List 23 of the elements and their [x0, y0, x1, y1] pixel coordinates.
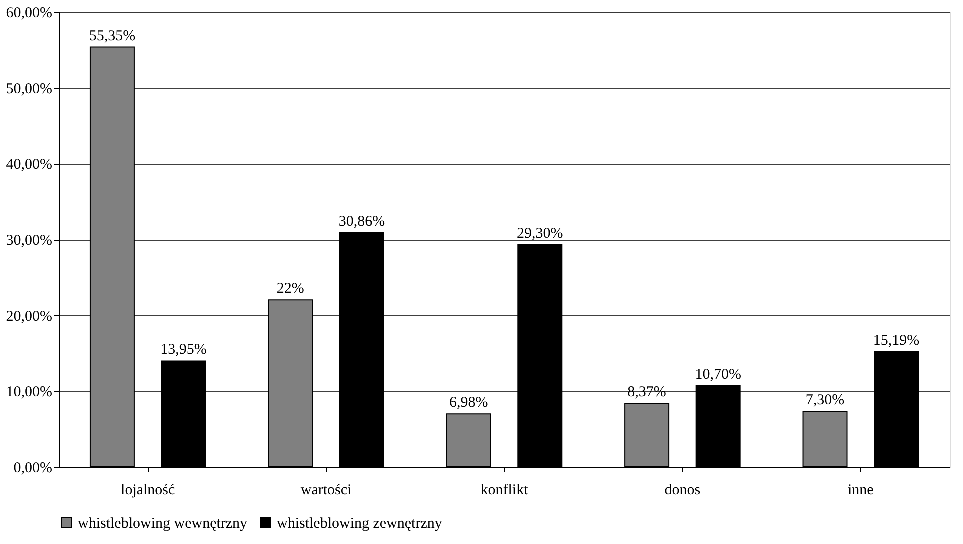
y-tick-label: 50,00% — [6, 81, 52, 98]
data-label: 55,35% — [89, 28, 136, 44]
y-tick-label: 20,00% — [6, 308, 52, 325]
data-label: 6,98% — [449, 395, 488, 412]
x-tick-label: donos — [664, 482, 701, 498]
x-tick-label: konflikt — [480, 482, 530, 498]
x-tick-label: inne — [848, 482, 874, 498]
data-label: 15,19% — [873, 332, 920, 349]
data-label: 7,30% — [806, 392, 845, 409]
legend-label: whistleblowing wewnętrzny — [78, 516, 248, 532]
x-tick-label: wartości — [300, 482, 352, 498]
y-tick-label: 40,00% — [6, 157, 52, 174]
y-tick-label: 0,00% — [14, 460, 52, 476]
data-label: 13,95% — [160, 342, 207, 358]
data-label: 29,30% — [517, 226, 564, 242]
legend-label: whistleblowing zewnętrzny — [277, 516, 443, 532]
y-tick-label: 30,00% — [6, 233, 52, 249]
data-label: 30,86% — [338, 214, 386, 230]
x-tick-label: lojalność — [121, 482, 176, 498]
data-label: 22% — [276, 281, 304, 298]
data-label: 10,70% — [695, 366, 742, 383]
y-tick-label: 60,00% — [6, 6, 52, 22]
y-tick-label: 10,00% — [6, 384, 52, 401]
